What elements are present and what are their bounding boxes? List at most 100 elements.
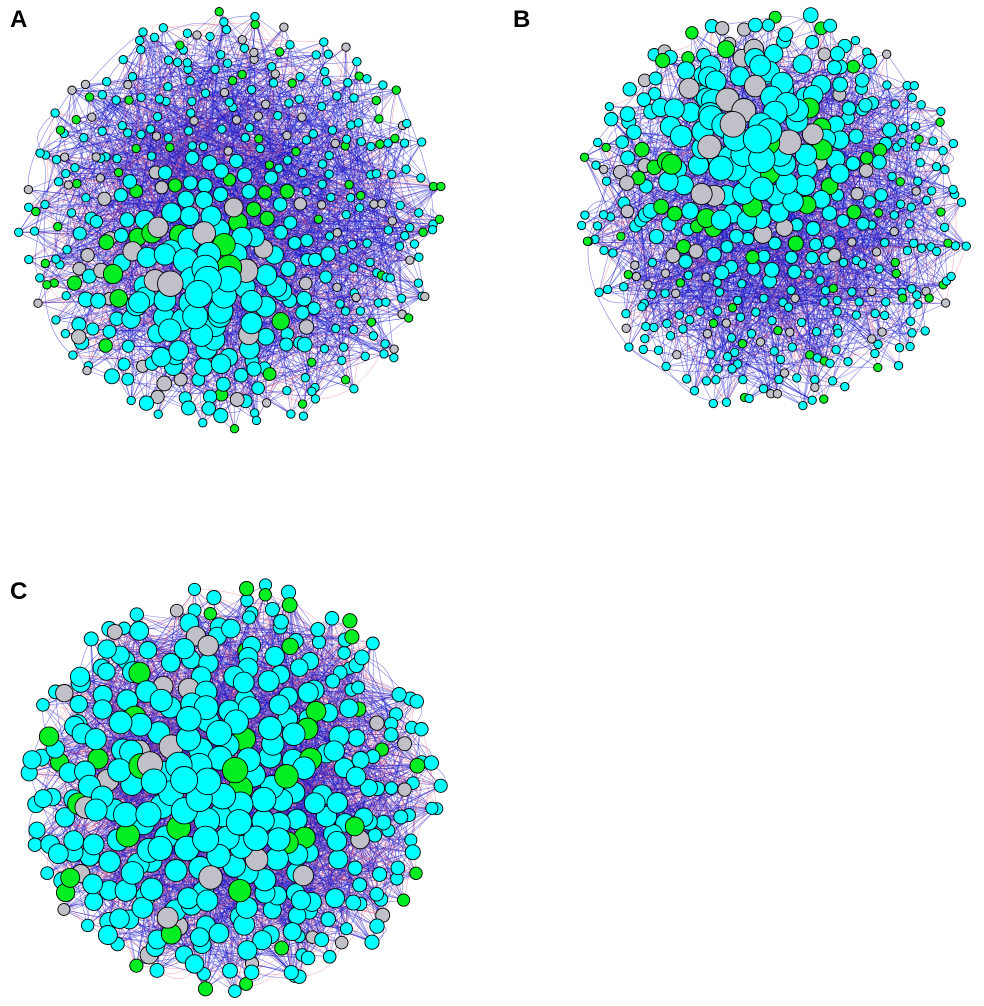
network-node	[223, 146, 233, 156]
network-node	[821, 205, 838, 221]
network-node	[846, 204, 862, 220]
network-node	[153, 409, 163, 419]
network-node	[323, 49, 333, 59]
network-node	[201, 401, 216, 416]
network-edge	[625, 313, 779, 380]
network-node	[102, 263, 124, 285]
network-edge	[45, 95, 337, 156]
network-node	[118, 54, 128, 65]
network-edge	[229, 16, 256, 103]
network-node	[237, 35, 247, 45]
network-node	[187, 141, 197, 151]
network-node	[706, 247, 722, 263]
network-node	[798, 400, 808, 411]
network-node	[135, 35, 145, 46]
network-node	[815, 275, 825, 285]
network-edge	[192, 138, 395, 159]
network-edge	[396, 89, 434, 225]
network-node	[702, 329, 713, 339]
network-node	[112, 153, 122, 164]
network-node	[317, 159, 328, 169]
network-edge	[203, 122, 359, 201]
network-node	[745, 250, 760, 265]
network-node	[131, 143, 141, 154]
network-node	[324, 150, 334, 161]
network-node	[165, 142, 175, 153]
network-node	[280, 260, 297, 277]
network-node	[920, 326, 930, 336]
network-edge	[820, 28, 896, 105]
network-node	[348, 324, 359, 335]
network-node	[882, 122, 898, 138]
network-node	[337, 355, 347, 366]
network-node	[404, 313, 414, 323]
network-node	[613, 164, 628, 180]
network-node	[882, 80, 892, 90]
network-node	[360, 351, 370, 361]
network-node	[201, 154, 218, 171]
network-node	[674, 310, 685, 320]
network-node	[912, 290, 922, 300]
network-node	[897, 137, 907, 148]
network-edge	[653, 310, 714, 328]
network-node	[832, 295, 842, 306]
network-node	[915, 158, 925, 168]
network-node	[690, 182, 713, 206]
network-node	[332, 91, 342, 101]
network-node	[880, 238, 890, 248]
network-node	[67, 85, 77, 95]
network-node	[672, 350, 682, 360]
network-node	[701, 272, 711, 282]
network-node	[655, 53, 671, 69]
network-node	[154, 180, 169, 195]
network-edge	[28, 207, 145, 286]
network-node	[70, 163, 80, 173]
network-node	[847, 287, 857, 297]
network-node	[154, 94, 165, 104]
network-node	[399, 138, 410, 148]
network-node	[282, 385, 292, 396]
network-edge	[163, 23, 256, 29]
network-node	[136, 45, 146, 55]
network-node	[245, 201, 262, 217]
network-node	[72, 261, 87, 276]
network-node	[271, 312, 290, 331]
network-node	[217, 124, 227, 134]
network-node	[177, 190, 195, 209]
network-node	[757, 249, 771, 263]
network-node	[122, 174, 138, 189]
network-node	[906, 202, 916, 212]
network-node	[593, 137, 603, 148]
network-node	[229, 392, 245, 407]
network-node	[619, 106, 636, 122]
network-node	[341, 134, 352, 144]
network-node	[184, 126, 194, 136]
network-node	[298, 319, 315, 335]
network-node	[697, 134, 722, 160]
network-node	[580, 210, 590, 220]
network-node	[787, 342, 797, 352]
network-edge	[76, 44, 291, 120]
network-node	[121, 372, 135, 386]
network-node	[33, 298, 43, 308]
network-node	[841, 101, 857, 116]
network-node	[831, 345, 841, 355]
network-node	[161, 202, 182, 223]
network-node	[828, 283, 838, 293]
network-node	[916, 243, 927, 253]
network-node	[192, 30, 202, 40]
network-node	[377, 199, 387, 209]
network-node	[229, 153, 244, 169]
network-node	[905, 341, 915, 352]
network-node	[927, 186, 937, 196]
network-node	[150, 389, 165, 404]
network-edge	[909, 227, 946, 347]
network-edge	[794, 322, 815, 380]
network-node	[348, 263, 359, 273]
network-edge	[187, 33, 371, 176]
network-node	[147, 216, 169, 238]
network-node	[66, 208, 77, 218]
network-edge	[597, 142, 743, 344]
network-node	[344, 180, 354, 190]
network-node	[914, 134, 924, 144]
